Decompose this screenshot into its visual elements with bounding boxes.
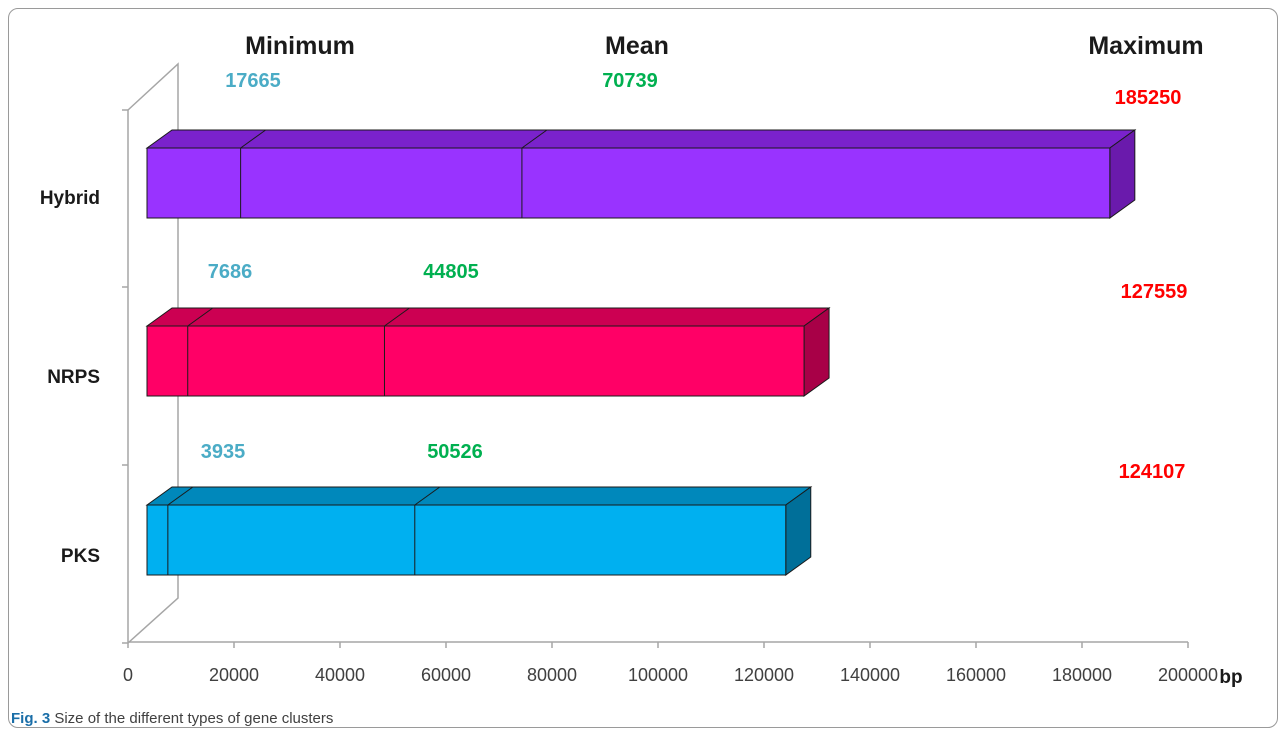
x-tick-label: 20000 [209, 665, 259, 685]
value-label-mean-nrps: 44805 [423, 261, 479, 283]
figure-frame [8, 8, 1278, 728]
column-header-maximum: Maximum [1088, 32, 1203, 60]
bar-nrps [145, 307, 831, 397]
x-tick-label: 140000 [840, 665, 900, 685]
x-tick-label: 40000 [315, 665, 365, 685]
value-label-mean-hybrid: 70739 [602, 70, 658, 92]
value-label-mean-pks: 50526 [427, 441, 483, 463]
bar-mean-marker-top [521, 129, 548, 149]
value-label-min-nrps: 7686 [208, 261, 253, 283]
x-tick-label: 120000 [734, 665, 794, 685]
x-tick-label: 80000 [527, 665, 577, 685]
value-label-min-hybrid: 17665 [225, 70, 281, 92]
value-label-min-pks: 3935 [201, 441, 246, 463]
bar-mean-marker-top [384, 307, 410, 327]
bar-front-face [146, 325, 805, 397]
bar-front-face [146, 504, 787, 576]
bar-mean-marker-top [414, 486, 441, 506]
x-tick-label: 60000 [421, 665, 471, 685]
bar-top-face [145, 486, 813, 506]
bar-min-marker-top [187, 307, 214, 327]
x-tick-label: 0 [123, 665, 133, 685]
bar-top-face [145, 307, 831, 327]
bar-pks [145, 486, 813, 576]
x-axis-label: bp [1219, 667, 1242, 688]
bar-min-marker-top [240, 129, 266, 149]
chart-bars [145, 129, 1137, 576]
x-tick-label: 180000 [1052, 665, 1112, 685]
x-tick-label: 160000 [946, 665, 1006, 685]
figure-caption-label: Fig. 3 [11, 710, 51, 727]
figure-caption-text: Size of the different types of gene clus… [54, 710, 334, 727]
x-tick-label: 200000 [1158, 665, 1218, 685]
bar-front-face [146, 147, 1111, 219]
chart-axes: 0 20000 40000 60000 80000 100000 120000 140000 1… [122, 62, 1243, 688]
chart-labels: Minimum Mean Maximum Hybrid NRPS PKS 17665 7073… [40, 32, 1204, 567]
bar-min-marker-top [167, 486, 194, 506]
category-label-hybrid: Hybrid [40, 188, 100, 209]
bar-top-face [145, 129, 1137, 149]
bar-hybrid [145, 129, 1137, 219]
value-label-max-nrps: 127559 [1121, 281, 1188, 303]
category-label-pks: PKS [61, 546, 100, 567]
column-header-minimum: Minimum [245, 32, 355, 60]
x-tick-label: 100000 [628, 665, 688, 685]
value-label-max-pks: 124107 [1119, 461, 1186, 483]
column-header-mean: Mean [605, 32, 669, 60]
figure-caption: Fig. 3 Size of the different types of ge… [11, 710, 333, 727]
category-label-nrps: NRPS [47, 367, 100, 388]
value-label-max-hybrid: 185250 [1115, 87, 1182, 109]
